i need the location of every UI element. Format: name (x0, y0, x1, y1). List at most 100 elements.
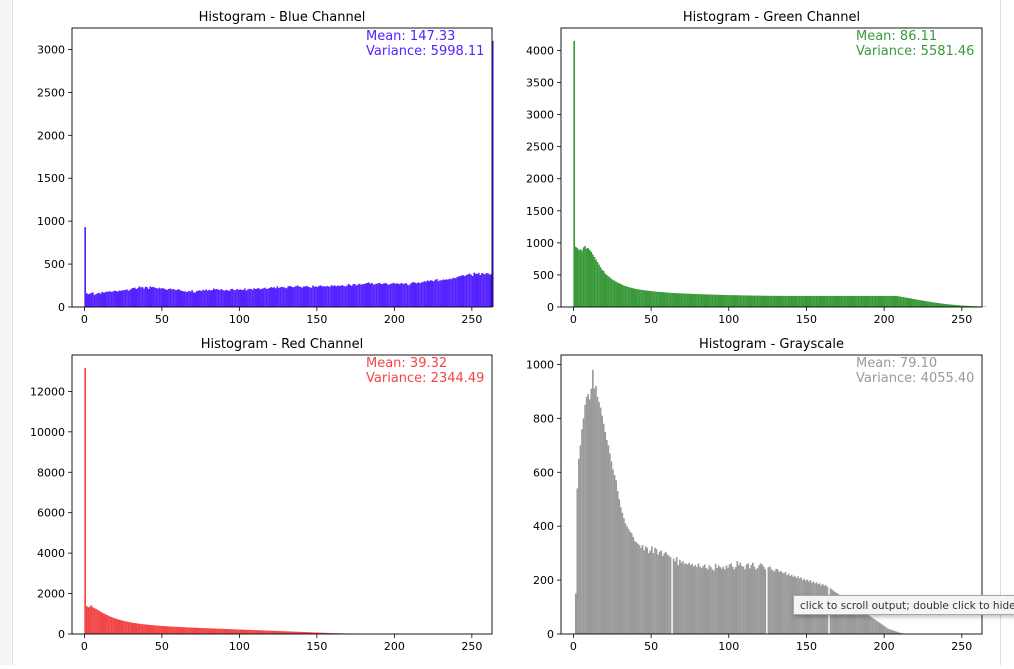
histogram-bar (893, 296, 895, 307)
histogram-bar (135, 623, 137, 634)
histogram-bar (193, 628, 195, 634)
histogram-bar (701, 568, 703, 634)
axes-frame (561, 28, 982, 307)
histogram-bar (273, 287, 275, 307)
histogram-bar (730, 295, 732, 307)
histogram-bar (674, 561, 676, 634)
histogram-bar (476, 274, 478, 307)
histogram-bar (845, 296, 847, 307)
y-tick-label: 500 (533, 269, 554, 282)
histogram-bar (909, 298, 911, 307)
histogram-bar (263, 630, 265, 634)
histogram-bar (359, 284, 361, 307)
x-tick-label: 100 (229, 313, 250, 326)
histogram-bar (889, 629, 891, 634)
histogram-bar (84, 227, 86, 307)
histogram-bar (632, 537, 634, 634)
histogram-bar (399, 284, 401, 307)
histogram-bar (710, 567, 712, 634)
histogram-bar (275, 288, 277, 307)
histogram-bar (806, 296, 808, 307)
histogram-bar (456, 277, 458, 307)
histogram-bar (598, 402, 600, 634)
histogram-bar (345, 286, 347, 307)
histogram-bar (86, 606, 88, 634)
histogram-bar (583, 247, 585, 307)
histogram-bar (729, 564, 731, 634)
histogram-bar (704, 564, 706, 634)
histogram-bar (799, 296, 801, 307)
histogram-bar (424, 281, 426, 307)
histogram-bar (89, 607, 91, 634)
histogram-bar (817, 296, 819, 307)
histogram-bar (640, 290, 642, 307)
histogram-bar (149, 286, 151, 307)
histogram-bar (693, 567, 695, 634)
x-tick-label: 50 (155, 313, 169, 326)
histogram-bar (586, 397, 588, 634)
histogram-bar (782, 296, 784, 307)
histogram-bar (235, 290, 237, 307)
y-tick-label: 0 (547, 628, 554, 641)
x-tick-label: 0 (570, 313, 577, 326)
histogram-bar (750, 296, 752, 307)
histogram-bar (681, 293, 683, 307)
histogram-bar (362, 284, 364, 307)
histogram-bar (657, 292, 659, 307)
histogram-bar (188, 627, 190, 634)
histogram-bar (586, 249, 588, 307)
histogram-bar (786, 575, 788, 634)
histogram-bar (875, 296, 877, 307)
histogram-bar (458, 277, 460, 307)
histogram-bar (410, 284, 412, 307)
y-tick-label: 10000 (30, 426, 65, 439)
histogram-bar (918, 300, 920, 307)
histogram-bar (432, 281, 434, 307)
histogram-bar (685, 294, 687, 307)
histogram-bar (875, 620, 877, 634)
histogram-bar (778, 572, 780, 634)
histogram-bar (792, 296, 794, 307)
histogram-bar (723, 567, 725, 634)
histogram-bar (865, 296, 867, 307)
histogram-bar (656, 292, 658, 307)
histogram-bar (197, 628, 199, 634)
histogram-bar (377, 283, 379, 307)
histogram-bar (732, 295, 734, 307)
histogram-bar (210, 291, 212, 307)
histogram-bar (876, 621, 878, 634)
histogram-bar (634, 541, 636, 634)
histogram-bar (618, 499, 620, 634)
histogram-bar (340, 286, 342, 307)
histogram-bar (380, 284, 382, 307)
histogram-bar (114, 618, 116, 634)
histogram-bar (233, 629, 235, 634)
histogram-bar (94, 608, 96, 634)
histogram-bar (216, 629, 218, 634)
histogram-bar (676, 557, 678, 634)
histogram-bar (712, 569, 714, 634)
histogram-bar (945, 304, 947, 307)
histogram-bar (827, 296, 829, 307)
histogram-bar (573, 41, 575, 307)
histogram-bar (264, 288, 266, 307)
histogram-bar (646, 548, 648, 634)
histogram-bar (273, 631, 275, 634)
histogram-bar (665, 552, 667, 634)
y-tick-label: 4000 (37, 547, 65, 560)
y-tick-label: 3000 (37, 43, 65, 56)
histogram-bar (730, 563, 732, 634)
histogram-bar (89, 294, 91, 307)
histogram-bar (797, 296, 799, 307)
histogram-bar (836, 296, 838, 307)
histogram-bar (139, 624, 141, 634)
histogram-bar (594, 389, 596, 634)
histogram-bar (349, 285, 351, 307)
histogram-bar (250, 289, 252, 307)
histogram-bar (213, 628, 215, 634)
histogram-bar (741, 566, 743, 634)
histogram-bar (578, 250, 580, 307)
histogram-bar (98, 293, 100, 307)
histogram-bar (695, 565, 697, 634)
